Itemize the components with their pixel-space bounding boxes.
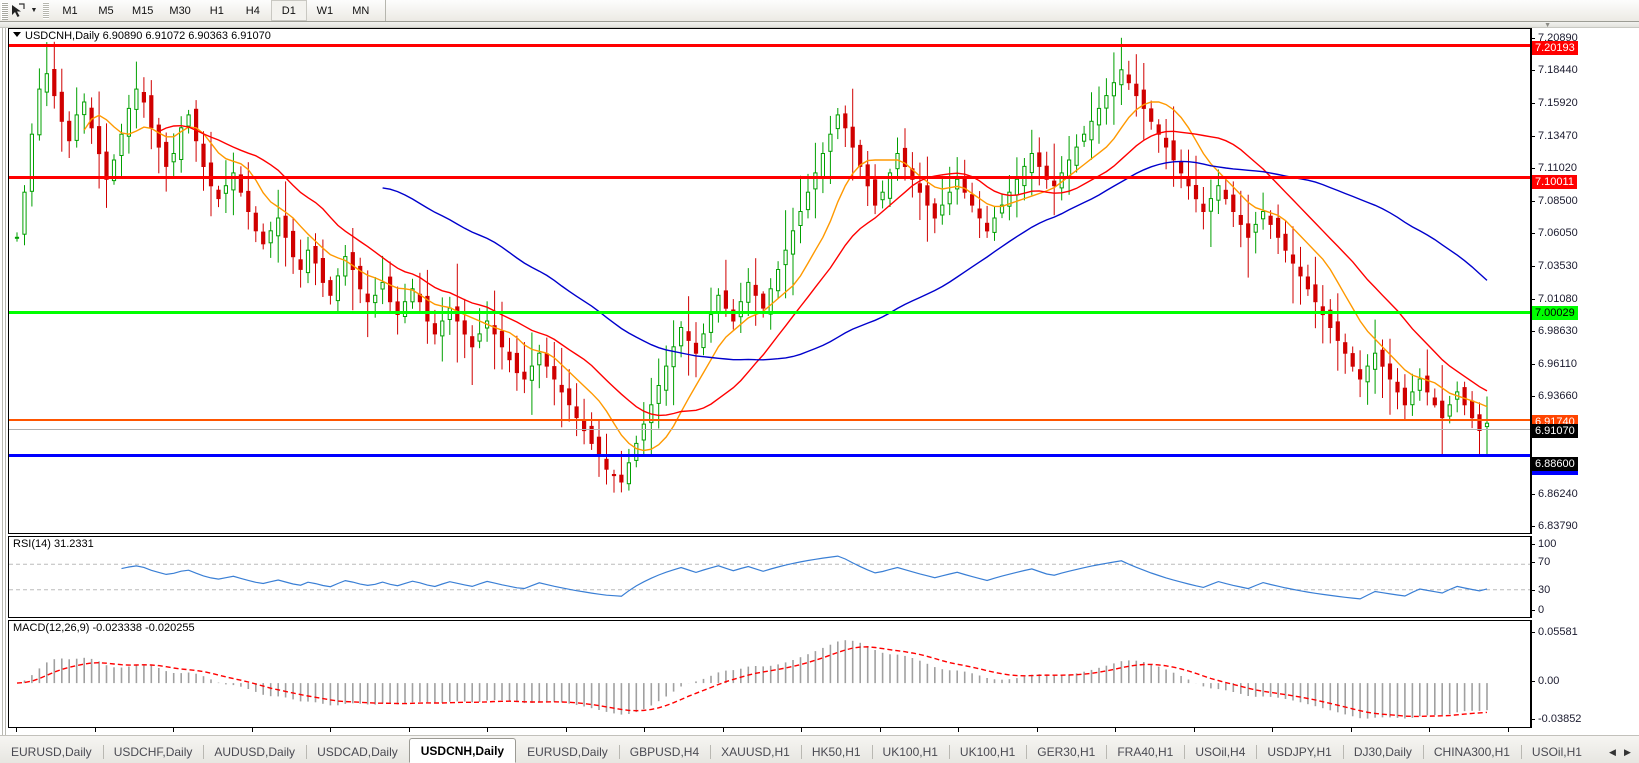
macd-pane[interactable]: MACD(12,26,9) -0.023338 -0.020255 — [8, 620, 1531, 728]
date-tick — [94, 728, 96, 732]
toolbar-grip[interactable] — [1, 1, 8, 20]
chart-tabbar: EURUSD,Daily USDCHF,Daily AUDUSD,Daily USDC… — [0, 735, 1639, 763]
chart-tab-usdchf-daily[interactable]: USDCHF,Daily — [102, 741, 204, 763]
level-line-resistance-1[interactable] — [9, 44, 1530, 47]
left-rail — [0, 28, 8, 735]
price-tag-red[interactable]: 7.10011 — [1532, 175, 1577, 190]
date-tick — [565, 728, 567, 732]
price-axis[interactable]: 7.20890 7.18440 7.15920 7.13470 7.11020 7.085… — [1531, 28, 1639, 534]
toolbar-separator — [43, 2, 49, 19]
macd-pane-title: MACD(12,26,9) -0.023338 -0.020255 — [13, 622, 195, 634]
chevron-down-icon[interactable]: ▼ — [30, 7, 38, 14]
date-tick — [487, 728, 489, 732]
chart-tab-uk100-h1[interactable]: UK100,H1 — [948, 741, 1026, 763]
scroll-caret-icon[interactable]: ▼ — [1544, 22, 1551, 29]
chart-tab-hk50-h1[interactable]: HK50,H1 — [800, 741, 872, 763]
date-tick — [801, 728, 803, 732]
chart-tab-uk100-h1[interactable]: UK100,H1 — [871, 741, 949, 763]
timeframe-button-w1[interactable]: W1 — [316, 4, 334, 17]
date-tick — [1036, 728, 1038, 732]
price-tag-black[interactable]: 6.91070 — [1532, 424, 1578, 439]
timeframe-button-mn[interactable]: MN — [352, 4, 370, 17]
chart-tab-usdcnh-daily[interactable]: USDCNH,Daily — [408, 738, 517, 763]
level-line-support[interactable] — [9, 454, 1530, 457]
price-tag-red[interactable]: 7.20193 — [1532, 41, 1578, 56]
chart-tab-usoil-h1[interactable]: USOil,H1 — [1520, 741, 1593, 763]
cursor-crosshair-icon[interactable] — [8, 1, 28, 21]
chart-tab-xauusd-h1[interactable]: XAUUSD,H1 — [710, 741, 801, 763]
price-axis-spine — [1531, 28, 1532, 534]
rsi-axis[interactable]: 100 70 30 0 — [1531, 536, 1639, 618]
date-tick — [879, 728, 881, 732]
date-tick — [1429, 728, 1431, 732]
chart-tab-usdjpy-h1[interactable]: USDJPY,H1 — [1256, 741, 1342, 763]
timeframe-button-m15[interactable]: M15 — [132, 4, 154, 17]
price-tag-hidden[interactable]: 6.88600 — [1532, 456, 1578, 471]
timeframe-toolbar: ▼ M1 M5 M15 M30 H1 H4 D1 W1 MN — [0, 0, 1639, 22]
level-line-last-price[interactable] — [9, 429, 1530, 430]
timeframe-button-d1[interactable]: D1 — [270, 0, 307, 21]
chart-tab-dj30-daily[interactable]: DJ30,Daily — [1342, 741, 1423, 763]
chart-tab-audusd-daily[interactable]: AUDUSD,Daily — [203, 741, 306, 763]
macd-axis-spine — [1531, 620, 1532, 728]
collapse-triangle-icon[interactable] — [13, 32, 21, 37]
rsi-chart-canvas — [9, 555, 1530, 600]
level-line-current[interactable] — [9, 419, 1530, 421]
macd-axis[interactable]: 0.05581 0.00 -0.03852 — [1531, 620, 1639, 728]
chart-tab-fra40-h1[interactable]: FRA40,H1 — [1106, 741, 1184, 763]
chart-tab-china300-h1[interactable]: CHINA300,H1 — [1422, 741, 1521, 763]
date-tick — [1193, 728, 1195, 732]
price-chart-canvas — [14, 37, 1490, 493]
tab-nav: ◀ ▶ — [1605, 741, 1639, 763]
rsi-axis-spine — [1531, 536, 1532, 618]
horizontal-scrollbar[interactable]: ▼ — [0, 22, 1639, 29]
arrow-right-icon[interactable]: ▶ — [1624, 746, 1631, 757]
chart-tab-usdcad-daily[interactable]: USDCAD,Daily — [306, 741, 409, 763]
chart-tab-eurusd-daily[interactable]: EURUSD,Daily — [11, 745, 92, 759]
date-tick — [958, 728, 960, 732]
timeframe-button-m30[interactable]: M30 — [169, 4, 191, 17]
timeframe-button-m5[interactable]: M5 — [98, 4, 114, 17]
date-tick — [1115, 728, 1117, 732]
date-tick — [173, 728, 175, 732]
chart-tab-ger30-h1[interactable]: GER30,H1 — [1026, 741, 1106, 763]
toolbar-end-separator — [384, 0, 386, 21]
date-tick — [408, 728, 410, 732]
timeframe-button-m1[interactable]: M1 — [62, 4, 78, 17]
macd-chart-canvas — [16, 640, 1488, 719]
date-tick — [251, 728, 253, 732]
rsi-pane-title: RSI(14) 31.2331 — [13, 538, 94, 550]
chart-area: ▼ USDCNH,Daily 6.90890 6.91072 6.90363 6… — [0, 22, 1639, 750]
arrow-left-icon[interactable]: ◀ — [1609, 746, 1616, 757]
level-line-pivot[interactable] — [9, 311, 1530, 314]
date-tick — [1508, 728, 1509, 732]
date-tick — [330, 728, 332, 732]
chart-tab-gbpusd-h4[interactable]: GBPUSD,H4 — [618, 741, 710, 763]
timeframe-button-h4[interactable]: H4 — [245, 4, 260, 17]
date-tick — [722, 728, 724, 732]
chart-tab-usoil-h4[interactable]: USOil,H4 — [1184, 741, 1256, 763]
date-tick — [1350, 728, 1352, 732]
date-tick — [644, 728, 646, 732]
date-tick — [16, 728, 17, 732]
price-pane[interactable]: USDCNH,Daily 6.90890 6.91072 6.90363 6.9… — [8, 28, 1531, 534]
chart-tab-eurusd-daily[interactable]: EURUSD,Daily — [527, 745, 608, 759]
price-tag-green[interactable]: 7.00029 — [1532, 306, 1578, 321]
price-pane-title: USDCNH,Daily 6.90890 6.91072 6.90363 6.9… — [13, 30, 271, 42]
rsi-pane[interactable]: RSI(14) 31.2331 — [8, 536, 1531, 618]
level-line-resistance-2[interactable] — [9, 176, 1530, 179]
timeframe-button-h1[interactable]: H1 — [209, 4, 224, 17]
date-tick — [1272, 728, 1274, 732]
